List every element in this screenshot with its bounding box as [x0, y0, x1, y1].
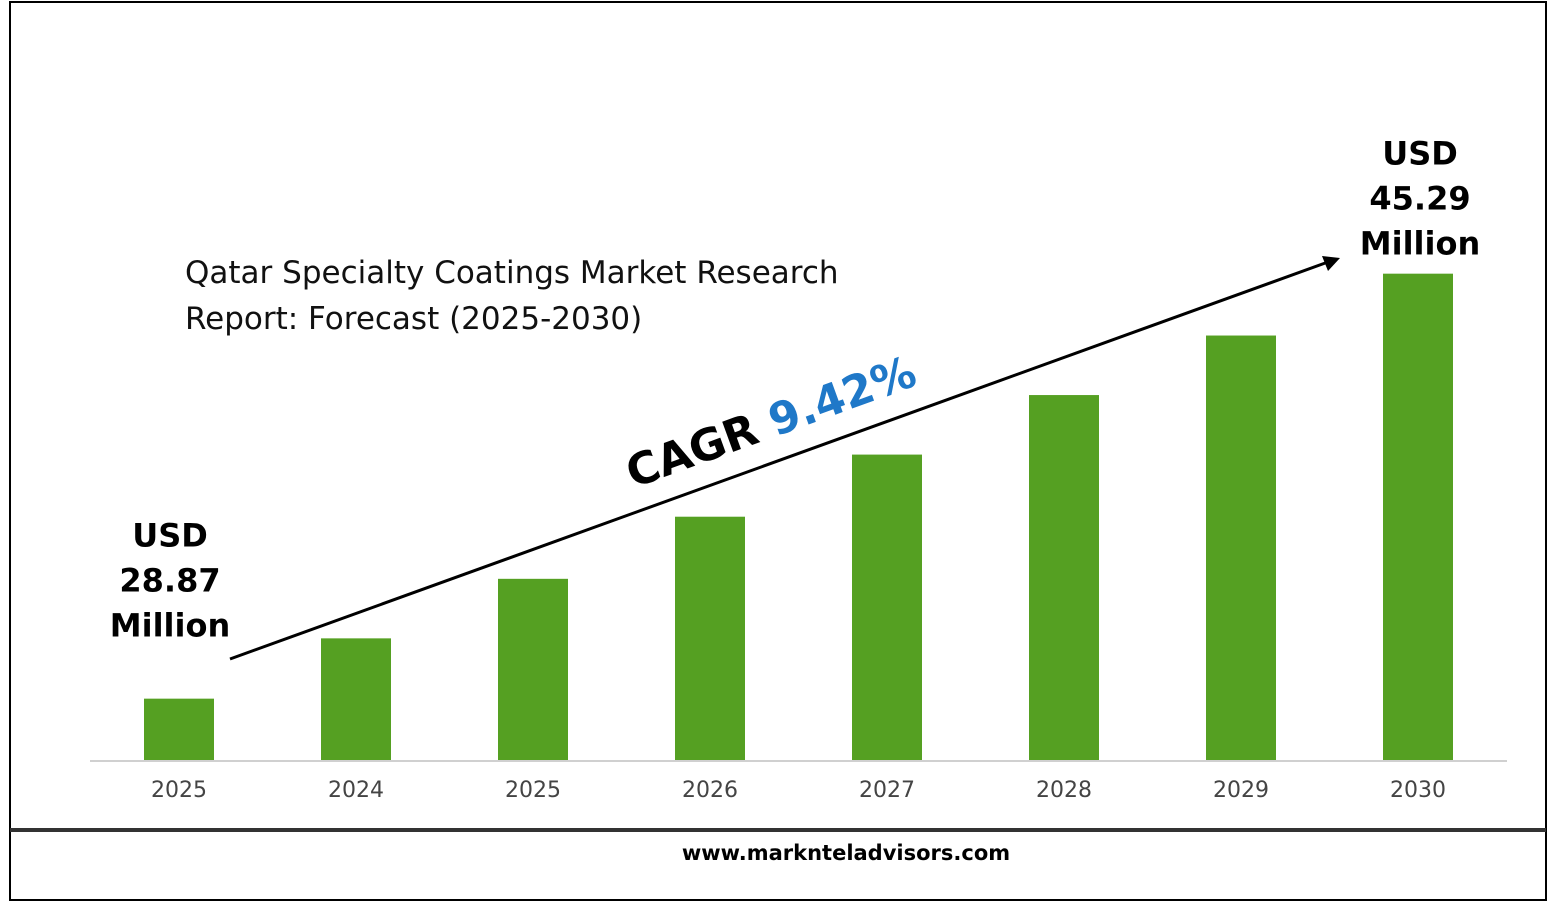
bar — [1206, 335, 1276, 760]
value-label-line: USD — [1382, 135, 1458, 173]
bar — [321, 638, 391, 760]
value-label-line: USD — [132, 517, 208, 555]
x-tick-label: 2030 — [1390, 778, 1446, 803]
x-tick-label: 2027 — [859, 778, 915, 803]
arrow-head — [1322, 256, 1340, 271]
chart-title: Qatar Specialty Coatings Market Research… — [185, 255, 839, 337]
value-label: USD 45.29 Million — [1360, 135, 1480, 263]
value-label: USD 28.87 Million — [110, 517, 230, 645]
x-tick-label: 2026 — [682, 778, 738, 803]
bar — [498, 578, 568, 760]
x-tick-label: 2025 — [505, 778, 561, 803]
x-tick-label: 2025 — [151, 778, 207, 803]
value-label-line: 45.29 — [1369, 180, 1470, 218]
cagr-value: 9.42% — [762, 347, 923, 447]
bar — [144, 698, 214, 760]
x-tick-label: 2029 — [1213, 778, 1269, 803]
bar — [1383, 273, 1453, 760]
value-label-line: Million — [110, 607, 230, 645]
trend-arrow — [229, 260, 1329, 661]
bar — [1029, 395, 1099, 760]
value-label-line: Million — [1360, 225, 1480, 263]
value-label-line: 28.87 — [119, 562, 220, 600]
x-tick-label: 2024 — [328, 778, 384, 803]
bar — [675, 516, 745, 760]
cagr-text: CAGR — [619, 404, 765, 499]
bar — [852, 454, 922, 760]
frame — [9, 1, 1547, 901]
source: www.marknteladvisors.com — [682, 841, 1010, 865]
x-tick-label: 2028 — [1036, 778, 1092, 803]
